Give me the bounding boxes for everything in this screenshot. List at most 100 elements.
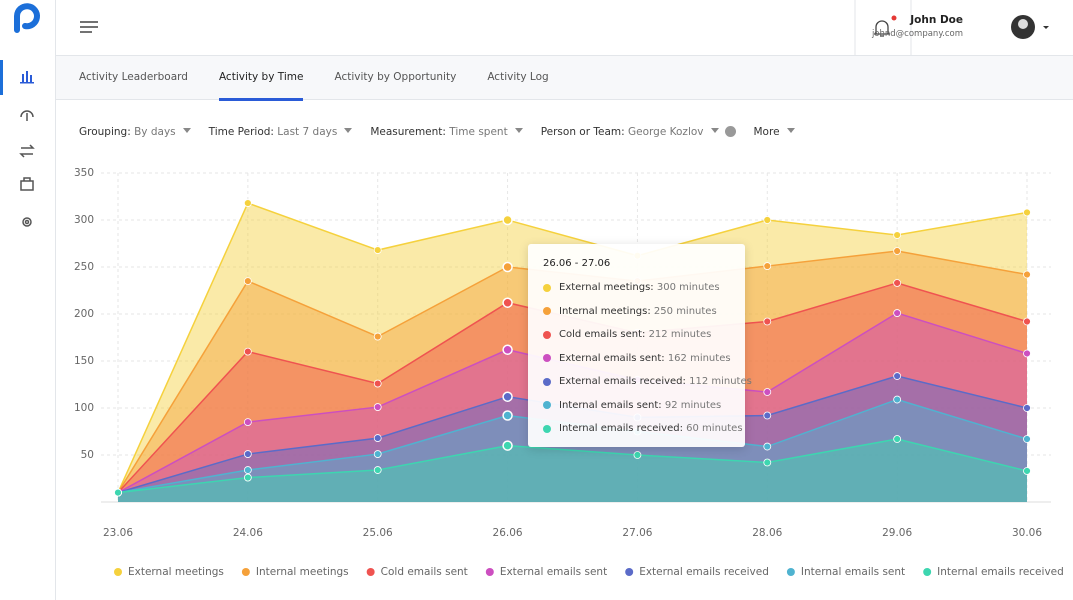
tooltip-text: Internal emails received: 60 minutes <box>559 423 743 434</box>
point <box>243 277 252 286</box>
tooltip-dot <box>543 283 551 292</box>
filter[interactable]: Time Period: Last 7 days <box>209 126 353 138</box>
point <box>373 332 382 341</box>
tooltip-dot <box>543 330 551 339</box>
tooltip: 26.06 - 27.06 External meetings: 300 minu… <box>528 244 752 447</box>
legend-label[interactable]: Internal meetings <box>256 566 349 578</box>
legend-label[interactable]: External meetings <box>128 566 224 578</box>
tooltip-row: Cold emails sent: 212 minutes <box>543 329 711 340</box>
x-tick-label: 27.06 <box>622 527 652 539</box>
point <box>893 435 902 443</box>
tooltip-row: External emails received: 112 minutes <box>543 376 752 387</box>
tab-active[interactable]: Activity by Time <box>218 56 304 101</box>
point <box>373 434 382 442</box>
tab[interactable]: Activity Leaderboard <box>79 71 188 83</box>
legend-dot <box>625 568 634 576</box>
tooltip-value: 112 minutes <box>689 376 752 387</box>
line <box>117 202 1028 493</box>
line <box>117 438 1028 494</box>
tooltip-value: 92 minutes <box>664 399 722 411</box>
y-tick-label: 100 <box>74 402 94 414</box>
legend-label[interactable]: Internal emails received <box>937 566 1064 578</box>
tooltip-text: External meetings: 300 minutes <box>559 282 720 293</box>
area <box>118 439 1027 502</box>
filter[interactable]: Person or Team: George Kozlov <box>541 126 736 138</box>
point <box>893 395 902 404</box>
top-icons <box>80 0 1049 55</box>
tooltip-dot <box>543 424 551 433</box>
user-name[interactable]: John Doe <box>910 14 963 26</box>
point <box>502 391 513 402</box>
tab[interactable]: Activity Log <box>487 71 549 83</box>
tab[interactable]: Activity by Opportunity <box>334 71 457 83</box>
tooltip-label: Internal meetings: <box>559 305 651 317</box>
caret <box>344 128 353 137</box>
more-button[interactable]: More <box>754 126 795 138</box>
point <box>243 199 252 207</box>
y-tick-label: 50 <box>81 449 94 461</box>
point <box>373 379 382 388</box>
tooltip-row: External meetings: 300 minutes <box>543 282 720 293</box>
point <box>763 317 772 326</box>
filter-value: George Kozlov <box>628 126 704 138</box>
tooltip-value: 162 minutes <box>667 352 731 364</box>
filter-value: Time spent <box>449 126 508 138</box>
filter-label: Grouping: <box>79 126 131 138</box>
point <box>1023 435 1031 443</box>
point <box>893 231 902 239</box>
point <box>502 344 513 355</box>
point <box>502 261 513 273</box>
x-tick-label: 25.06 <box>363 527 393 539</box>
tooltip-dot <box>543 354 551 362</box>
legend-dot <box>241 568 250 576</box>
tooltip-dot <box>543 377 551 386</box>
point <box>502 440 513 451</box>
x-tick-label: 26.06 <box>493 527 523 539</box>
point <box>243 473 252 482</box>
x-tick-label: 30.06 <box>1012 527 1042 539</box>
point <box>633 451 642 459</box>
tooltip-title: 26.06 - 27.06 <box>543 258 611 269</box>
y-tick-label: 200 <box>74 308 94 320</box>
caret <box>182 128 191 137</box>
point <box>243 347 252 356</box>
filter[interactable]: Grouping: By days <box>79 126 191 138</box>
point <box>763 388 772 396</box>
point <box>1023 208 1031 217</box>
point <box>373 450 382 458</box>
legend-label[interactable]: External emails received <box>639 566 769 578</box>
point <box>502 214 513 226</box>
more-label: More <box>753 126 780 138</box>
point <box>243 418 252 427</box>
filter[interactable]: Measurement: Time spent <box>370 126 523 138</box>
sidebar <box>0 0 56 600</box>
caret <box>786 128 795 137</box>
legend-dot <box>114 568 122 576</box>
point <box>1023 349 1031 358</box>
point <box>114 488 122 497</box>
legend-dot <box>485 568 494 576</box>
filter-label: Person or Team: <box>540 126 625 138</box>
filter-label: Measurement: <box>370 126 446 138</box>
tooltip-value: 60 minutes <box>686 423 743 434</box>
point <box>893 279 902 287</box>
point <box>763 411 772 420</box>
point <box>1023 467 1031 475</box>
x-tick-label: 24.06 <box>233 527 263 539</box>
legend-label[interactable]: Cold emails sent <box>381 566 468 578</box>
tooltip-label: Internal emails sent: <box>559 399 662 411</box>
caret <box>514 128 523 137</box>
legend-label[interactable]: Internal emails sent <box>801 566 905 578</box>
tooltip-row: Internal meetings: 250 minutes <box>543 306 717 317</box>
point <box>243 450 252 458</box>
tooltip-value: 250 minutes <box>653 305 717 317</box>
y-tick-label: 250 <box>74 261 94 273</box>
filter-value: Last 7 days <box>277 126 338 138</box>
point <box>763 216 772 224</box>
x-tick-label: 29.06 <box>882 527 912 539</box>
clear-button[interactable] <box>724 126 736 137</box>
tooltip-row: Internal emails received: 60 minutes <box>543 423 743 434</box>
legend-label[interactable]: External emails sent <box>500 566 607 578</box>
tooltip-label: External emails received: <box>559 376 686 387</box>
